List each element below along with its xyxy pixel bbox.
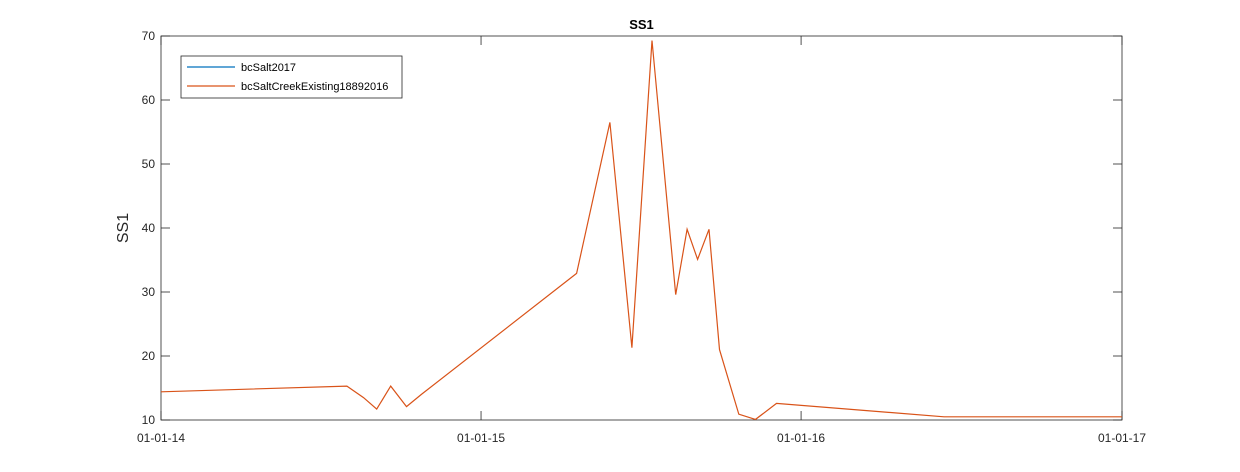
y-tick-label: 10 xyxy=(142,413,156,427)
legend: bcSalt2017 bcSaltCreekExisting18892016 xyxy=(180,55,403,99)
y-axis-label: SS1 xyxy=(115,213,132,243)
x-tick-label: 01-01-17 xyxy=(1098,431,1146,445)
chart-title: SS1 xyxy=(629,17,654,32)
series-line-bcsaltcreekexisting18892016 xyxy=(160,40,1122,421)
series-lines xyxy=(160,40,1122,421)
y-axis: 10 20 30 40 50 60 70 xyxy=(142,29,1122,427)
plot-area xyxy=(160,35,1123,421)
x-tick-label: 01-01-15 xyxy=(457,431,505,445)
legend-label-bcsaltcreekexisting18892016: bcSaltCreekExisting18892016 xyxy=(241,81,388,93)
y-tick-label: 60 xyxy=(142,93,156,107)
y-tick-label: 50 xyxy=(142,157,156,171)
y-tick-label: 70 xyxy=(142,29,156,43)
y-tick-label: 20 xyxy=(142,349,156,363)
x-tick-label: 01-01-14 xyxy=(137,431,185,445)
y-tick-label: 40 xyxy=(142,221,156,235)
y-tick-label: 30 xyxy=(142,285,156,299)
x-tick-label: 01-01-16 xyxy=(777,431,825,445)
legend-box xyxy=(180,55,403,99)
legend-label-bcsalt2017: bcSalt2017 xyxy=(241,62,296,74)
x-axis: 01-01-14 01-01-15 01-01-16 01-01-17 xyxy=(137,36,1146,445)
